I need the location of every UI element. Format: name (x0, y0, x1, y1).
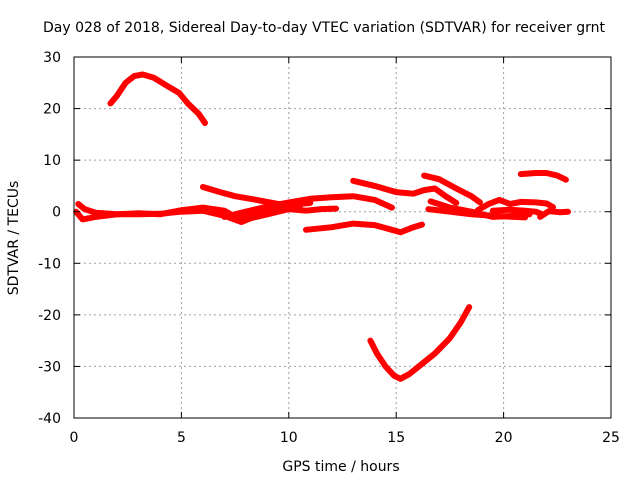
chart-title: Day 028 of 2018, Sidereal Day-to-day VTE… (43, 20, 605, 36)
data-series-arc-high (107, 71, 208, 126)
data-series-arc-m (517, 170, 569, 183)
y-tick-label: 0 (52, 205, 61, 221)
y-tick-label: -40 (38, 411, 61, 427)
data-series-arc-g (350, 177, 460, 206)
data-series-arc-d (221, 193, 395, 220)
y-tick-label: -10 (38, 256, 61, 272)
x-tick-label: 10 (280, 430, 298, 446)
x-tick-label: 25 (602, 430, 620, 446)
data-series-arc-f (303, 220, 425, 236)
x-tick-label: 15 (387, 430, 405, 446)
x-tick-label: 0 (70, 430, 79, 446)
x-tick-label: 20 (495, 430, 513, 446)
data-series-arc-e (242, 205, 340, 223)
data-series-arc-j (425, 206, 529, 221)
y-tick-label: 10 (43, 153, 61, 169)
x-tick-label: 5 (177, 430, 186, 446)
grid-lines (74, 57, 611, 418)
axis-ticks: 0 5 10 15 20 25 -40 -30 -20 -10 0 10 20 30 (38, 50, 620, 446)
y-tick-label: -20 (38, 308, 61, 324)
data-series-arc-k (474, 196, 556, 214)
y-tick-label: -30 (38, 359, 61, 375)
y-axis-label: SDTVAR / TECUs (6, 181, 22, 296)
data-series-arc-n (537, 208, 571, 220)
data-series-arc-low (367, 304, 473, 382)
y-tick-label: 20 (43, 102, 61, 118)
data-series-arc-h (421, 172, 483, 206)
data-series-arc-c (199, 184, 314, 207)
plot-area (73, 71, 571, 382)
x-axis-label: GPS time / hours (282, 459, 399, 475)
data-series-arc-l (489, 206, 546, 218)
y-tick-label: 30 (43, 50, 61, 66)
plot-frame (73, 56, 612, 419)
